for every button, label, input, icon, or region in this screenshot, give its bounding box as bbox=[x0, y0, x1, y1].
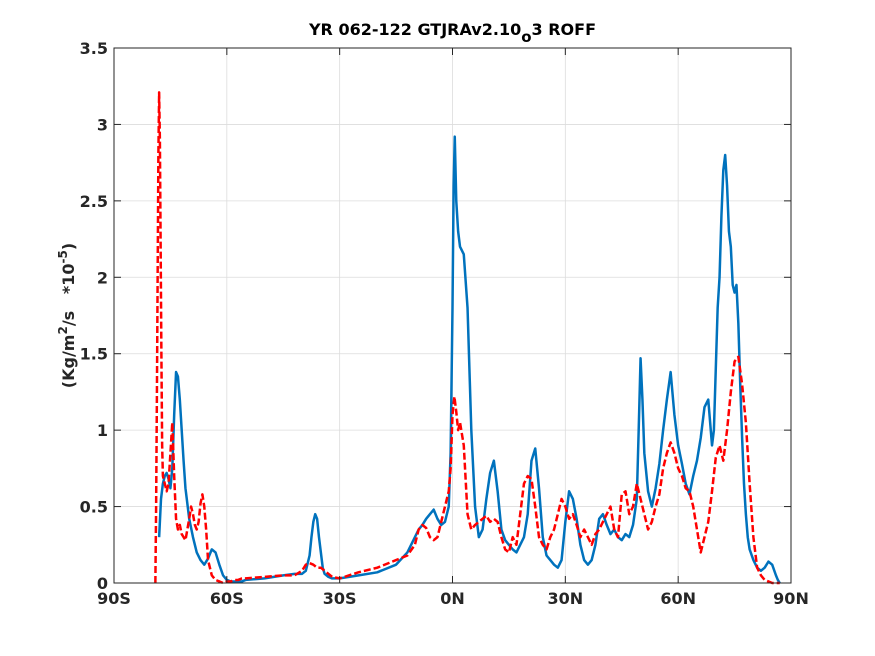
tick-marks bbox=[113, 47, 792, 584]
y-tick-label: 1.5 bbox=[80, 345, 108, 364]
series-layer bbox=[154, 91, 781, 585]
y-tick-label: 1 bbox=[97, 421, 108, 440]
series-line-2 bbox=[154, 91, 780, 585]
y-axis-label-part2: /s *10 bbox=[59, 263, 78, 326]
y-tick-labels: 0 0.5 1 1.5 2 2.5 3 3.5 bbox=[80, 39, 108, 593]
x-tick-label: 60N bbox=[660, 589, 696, 608]
y-tick-label: 0 bbox=[97, 574, 108, 593]
x-tick-label: 30N bbox=[548, 589, 584, 608]
y-tick-label: 2.5 bbox=[80, 192, 108, 211]
x-tick-label: 90N bbox=[773, 589, 809, 608]
chart-title-tail: 3 ROFF bbox=[532, 20, 596, 39]
y-tick-label: 3.5 bbox=[80, 39, 108, 58]
series-line-1 bbox=[157, 135, 781, 584]
chart-title-main: YR 062-122 GTJRAv2.10 bbox=[308, 20, 521, 39]
y-axis-label-sup1: 2 bbox=[56, 326, 70, 334]
y-axis-label-part3: ) bbox=[59, 243, 78, 250]
x-tick-label: 60S bbox=[210, 589, 244, 608]
chart-title-subscript: o bbox=[521, 28, 531, 46]
x-tick-labels: 90S 60S 30S 0N 30N 60N 90N bbox=[97, 589, 809, 608]
y-tick-label: 0.5 bbox=[80, 498, 108, 517]
x-tick-label: 90S bbox=[97, 589, 131, 608]
x-tick-label: 30S bbox=[323, 589, 357, 608]
y-axis-label-part1: (Kg/m bbox=[59, 335, 78, 389]
y-tick-label: 2 bbox=[97, 268, 108, 287]
y-axis-label: (Kg/m2/s *10-5) bbox=[56, 243, 78, 388]
x-tick-label: 0N bbox=[440, 589, 465, 608]
y-tick-label: 3 bbox=[97, 115, 108, 134]
y-axis-label-sup2: -5 bbox=[56, 250, 70, 263]
chart-title: YR 062-122 GTJRAv2.10o3 ROFF bbox=[308, 20, 596, 46]
